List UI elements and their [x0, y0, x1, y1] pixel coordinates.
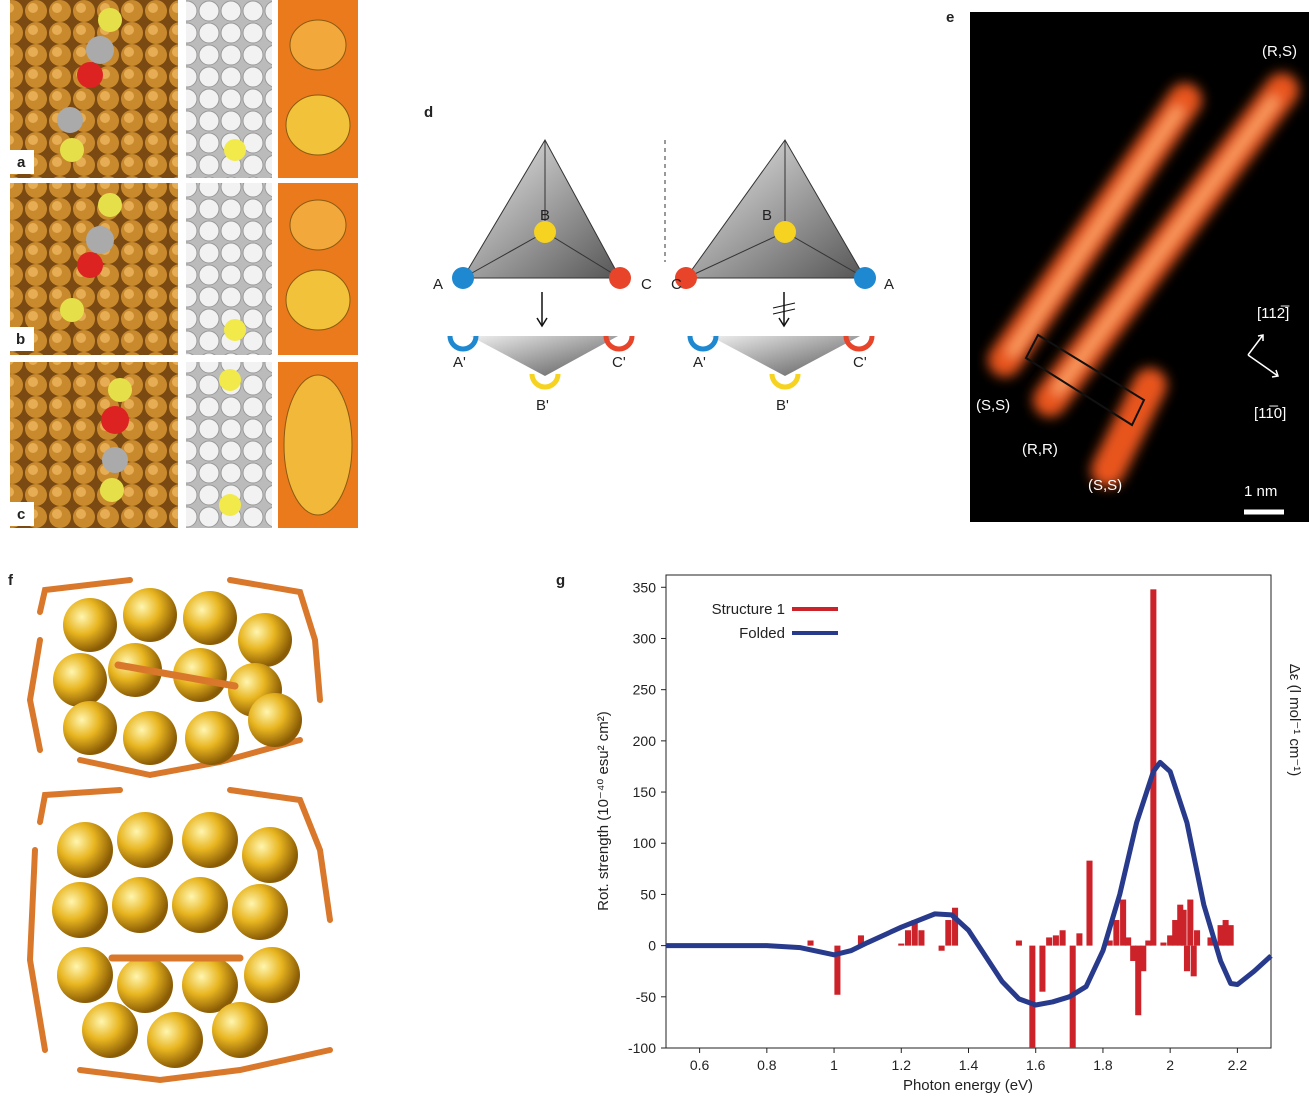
bar: [1053, 935, 1059, 945]
y-tick-label: 100: [633, 835, 657, 851]
vertex-label: C': [612, 354, 626, 371]
panel-label: b: [16, 331, 25, 348]
panel-label: a: [17, 154, 26, 171]
strand-label: (R,R): [1022, 441, 1058, 458]
panel-abc: a b c: [10, 0, 358, 528]
bar: [1046, 937, 1052, 945]
bar: [1191, 946, 1197, 977]
x-tick-label: 0.8: [757, 1057, 777, 1073]
vertex-label: B: [540, 207, 550, 224]
legend-label: Structure 1: [712, 601, 785, 618]
bar: [1086, 861, 1092, 946]
bar: [808, 941, 814, 946]
direction-label: [11̅0]: [1254, 405, 1286, 422]
panel-label: d: [424, 104, 433, 121]
bar: [945, 920, 951, 946]
vertex-label: B': [776, 397, 789, 414]
x-tick-label: 1.2: [892, 1057, 912, 1073]
bar: [1016, 941, 1022, 946]
panel-label: c: [17, 506, 25, 523]
x-tick-label: 1.8: [1093, 1057, 1113, 1073]
y-tick-label: 200: [633, 733, 657, 749]
x-tick-label: 1.4: [959, 1057, 979, 1073]
vertex-label: B: [762, 207, 772, 224]
vertex-label: C: [641, 276, 652, 293]
bar: [1060, 930, 1066, 945]
x-tick-label: 1.6: [1026, 1057, 1046, 1073]
vertex-label: A': [453, 354, 466, 371]
bar: [1125, 937, 1131, 945]
bar: [1140, 946, 1146, 972]
panel-d: d A B C A' B' C' A B C A' B' C': [424, 104, 894, 414]
y-axis-label: Rot. strength (10⁻⁴⁰ esu² cm²): [595, 711, 612, 911]
panel-label: f: [8, 572, 14, 589]
strand-label: (R,S): [1262, 43, 1297, 60]
y-tick-label: 300: [633, 630, 657, 646]
bar: [1160, 943, 1166, 946]
bar: [1039, 946, 1045, 992]
panel-label: g: [556, 572, 565, 589]
x-tick-label: 1: [830, 1057, 838, 1073]
direction-label: [112̅]: [1257, 305, 1290, 322]
vertex-label: A: [433, 276, 443, 293]
y-tick-label: 50: [640, 886, 656, 902]
bar: [1228, 925, 1234, 945]
y-tick-label: 250: [633, 682, 657, 698]
bar: [898, 944, 904, 946]
y-tick-label: 150: [633, 784, 657, 800]
strand-label: (S,S): [1088, 477, 1122, 494]
legend-label: Folded: [739, 625, 785, 642]
bar: [1194, 930, 1200, 945]
line: [666, 762, 1271, 1005]
x-tick-label: 2: [1166, 1057, 1174, 1073]
bar: [905, 930, 911, 945]
panel-label: e: [946, 9, 954, 26]
strand-label: (S,S): [976, 397, 1010, 414]
plot-frame: [666, 575, 1271, 1048]
x-axis-label: Photon energy (eV): [903, 1077, 1033, 1094]
vertex-label: C': [853, 354, 867, 371]
y-tick-label: 0: [648, 938, 656, 954]
bar: [1029, 946, 1035, 1048]
figure: a b c d A B C A' B' C' A B C A' B' C': [0, 0, 1309, 1094]
bar: [1184, 946, 1190, 972]
vertex-label: A: [884, 276, 894, 293]
panel-f: f: [8, 572, 330, 1080]
x-tick-label: 2.2: [1228, 1057, 1248, 1073]
x-tick-label: 0.6: [690, 1057, 710, 1073]
bar: [1187, 900, 1193, 946]
scale-label: 1 nm: [1244, 483, 1277, 500]
panel-e: e (R,S) (S,S) (R,R) (S,S) [112̅] [11̅0] …: [946, 9, 1309, 522]
y-tick-label: -100: [628, 1040, 656, 1056]
y2-axis-label: Δε (l mol⁻¹ cm⁻¹): [1286, 664, 1303, 777]
bar: [1181, 910, 1187, 946]
y-tick-label: 350: [633, 579, 657, 595]
bar: [1113, 920, 1119, 946]
vertex-label: B': [536, 397, 549, 414]
bar: [939, 946, 945, 951]
vertex-label: A': [693, 354, 706, 371]
bar: [918, 930, 924, 945]
y-tick-label: -50: [636, 989, 656, 1005]
bar: [1076, 933, 1082, 945]
vertex-label: C: [671, 276, 682, 293]
